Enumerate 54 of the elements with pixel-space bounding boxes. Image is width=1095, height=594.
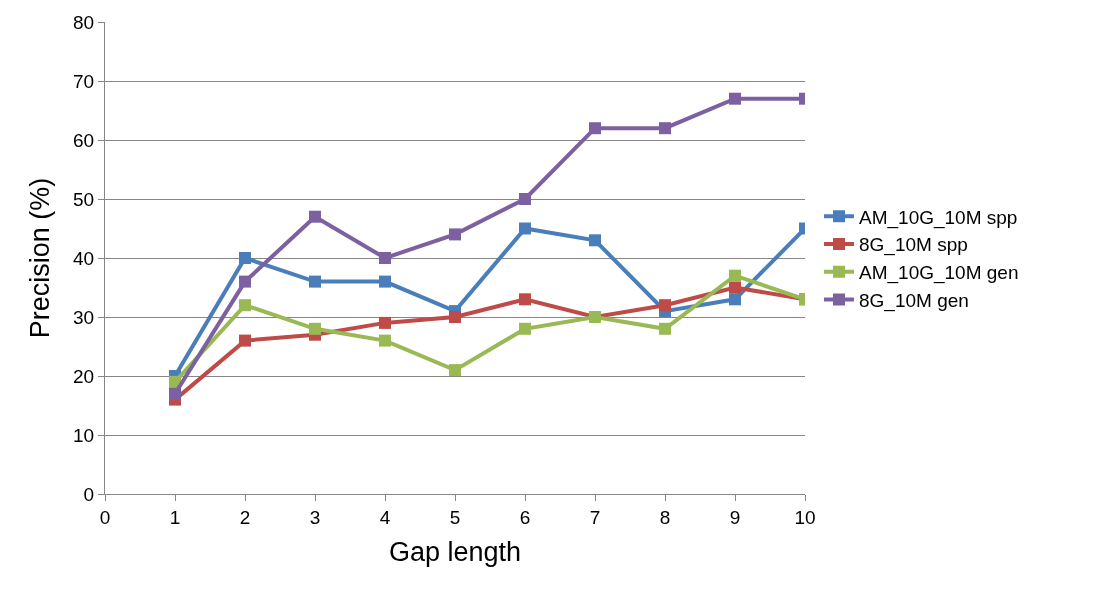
point: [239, 275, 251, 288]
point: [449, 311, 461, 323]
x-tick-label: 8: [659, 506, 671, 528]
point: [449, 228, 461, 241]
y-axis-title: Precision (%): [25, 177, 56, 339]
x-axis-title: Gap length: [388, 537, 522, 568]
y-tick-label: 70: [73, 70, 95, 92]
point: [659, 299, 671, 312]
x-tick-label: 10: [794, 506, 816, 528]
y-tick-label: 80: [73, 11, 95, 33]
point: [239, 252, 251, 264]
y-tick-label: 10: [73, 424, 95, 446]
point: [729, 293, 741, 306]
point: [379, 275, 391, 288]
legend-label: 8G_10M gen: [859, 289, 969, 312]
point: [659, 122, 671, 135]
y-tick-label: 0: [83, 483, 95, 505]
x-tick-label: 7: [589, 506, 601, 528]
point: [239, 334, 251, 347]
x-tick-label: 2: [239, 506, 251, 528]
x-tick-label: 0: [99, 506, 111, 528]
y-tick-label: 30: [73, 306, 95, 328]
point: [309, 210, 321, 223]
point: [379, 316, 391, 329]
point: [659, 322, 671, 335]
point: [169, 387, 181, 400]
y-tick-label: 50: [73, 188, 95, 210]
y-tick-label: 20: [73, 365, 95, 387]
point: [449, 364, 461, 377]
x-tick-label: 3: [309, 506, 321, 528]
point: [519, 193, 531, 205]
point: [309, 275, 321, 288]
x-tick-label: 4: [379, 506, 391, 528]
x-tick-label: 6: [519, 506, 531, 528]
point: [379, 252, 391, 264]
x-tick-label: 9: [729, 506, 741, 528]
x-tick-label: 5: [449, 506, 461, 528]
y-tick-label: 40: [73, 247, 95, 269]
point: [589, 234, 601, 247]
legend-label: AM_10G_10M spp: [859, 206, 1018, 229]
point: [729, 92, 741, 105]
legend-label: 8G_10M spp: [859, 234, 968, 257]
legend-label: AM_10G_10M gen: [859, 262, 1019, 285]
point: [589, 122, 601, 135]
point: [309, 322, 321, 335]
y-tick-label: 60: [73, 129, 95, 151]
point: [729, 281, 741, 294]
point: [519, 293, 531, 306]
point: [519, 222, 531, 235]
point: [379, 334, 391, 347]
point: [729, 269, 741, 282]
x-tick-label: 1: [169, 506, 181, 528]
point: [239, 299, 251, 312]
point: [519, 322, 531, 335]
